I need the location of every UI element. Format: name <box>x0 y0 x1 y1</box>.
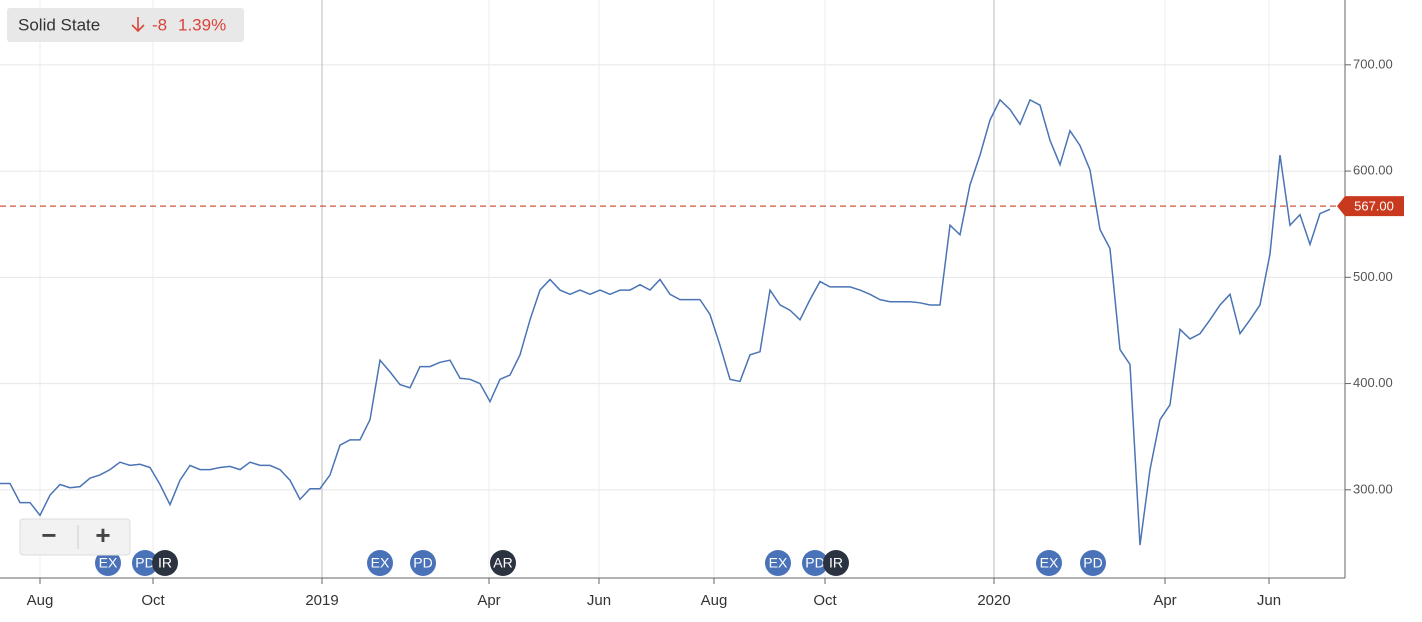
x-tick-label: Oct <box>141 592 165 609</box>
event-label: PD <box>805 555 824 571</box>
event-label: PD <box>413 555 432 571</box>
change-pct: 1.39% <box>178 15 226 34</box>
event-marker <box>132 550 158 576</box>
price-label: 567.00 <box>1354 199 1394 214</box>
event-label: EX <box>1040 555 1059 571</box>
zoom-box <box>19 518 131 556</box>
event-marker <box>1036 550 1062 576</box>
x-tick-label: Aug <box>27 592 54 609</box>
event-label: EX <box>371 555 390 571</box>
x-tick-label: Apr <box>1153 592 1176 609</box>
event-marker <box>95 550 121 576</box>
grid <box>0 0 1345 578</box>
x-tick-label: 2019 <box>305 592 338 609</box>
x-tick-label: 2020 <box>977 592 1010 609</box>
x-tick-label: Apr <box>477 592 500 609</box>
event-label: EX <box>99 555 118 571</box>
event-marker <box>823 550 849 576</box>
y-tick-label: 500.00 <box>1353 269 1393 284</box>
event-label: PD <box>1083 555 1102 571</box>
y-tick-label: 700.00 <box>1353 56 1393 71</box>
event-label: PD <box>135 555 154 571</box>
x-tick-label: Jun <box>1257 592 1281 609</box>
price-badge <box>1337 196 1404 217</box>
event-marker <box>765 550 791 576</box>
price-line <box>0 98 1331 546</box>
zoom-out[interactable]: − <box>41 520 56 550</box>
zoom-controls: − + <box>19 518 131 556</box>
down-arrow <box>131 17 145 33</box>
event-label: IR <box>158 555 172 571</box>
stock-name: Solid State <box>18 15 100 34</box>
header: Solid State -8 1.39% <box>7 8 244 42</box>
x-tick-label: Oct <box>813 592 837 609</box>
change: -8 <box>152 15 167 34</box>
event-marker <box>367 550 393 576</box>
x-tick-label: Aug <box>701 592 728 609</box>
events: EX PD IR EX PD AR EX PD IR EX PD <box>95 550 1106 576</box>
event-label: EX <box>769 555 788 571</box>
x-tick-label: Jun <box>587 592 611 609</box>
event-label: IR <box>829 555 843 571</box>
y-tick-label: 300.00 <box>1353 481 1393 496</box>
event-label: AR <box>493 555 512 571</box>
event-marker <box>490 550 516 576</box>
event-marker <box>1080 550 1106 576</box>
zoom-in[interactable]: + <box>95 520 110 550</box>
event-marker <box>802 550 828 576</box>
event-marker <box>410 550 436 576</box>
y-tick-label: 600.00 <box>1353 163 1393 178</box>
plot <box>0 98 1337 546</box>
event-marker <box>152 550 178 576</box>
header-box <box>7 8 244 42</box>
y-tick-label: 400.00 <box>1353 375 1393 390</box>
